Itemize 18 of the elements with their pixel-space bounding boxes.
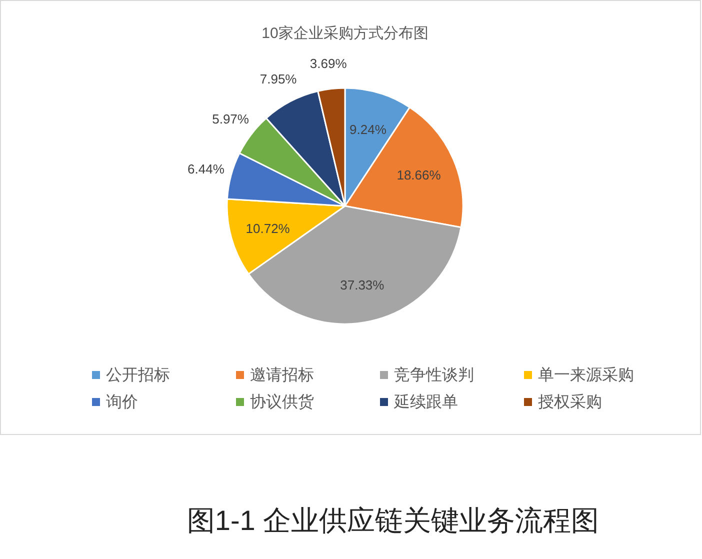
data-label: 10.72% bbox=[246, 220, 290, 236]
data-label: 6.44% bbox=[188, 162, 225, 177]
legend-label: 单一来源采购 bbox=[538, 366, 634, 384]
caption: 图1-1 企业供应链关键业务流程图 bbox=[186, 505, 600, 536]
data-label: 9.24% bbox=[350, 122, 387, 138]
legend-label: 延续跟单 bbox=[393, 393, 458, 411]
chart-title: 10家企业采购方式分布图 bbox=[262, 25, 428, 42]
data-label: 5.97% bbox=[212, 112, 250, 127]
legend-label: 询价 bbox=[106, 394, 138, 411]
data-label: 37.33% bbox=[340, 277, 385, 292]
data-label: 7.95% bbox=[260, 71, 298, 86]
legend-label: 公开招标 bbox=[106, 367, 170, 384]
data-label: 3.69% bbox=[310, 56, 348, 72]
legend-label: 授权采购 bbox=[538, 393, 602, 411]
legend-label: 邀请招标 bbox=[250, 366, 314, 384]
data-label: 18.66% bbox=[396, 167, 442, 182]
legend-label: 协议供货 bbox=[250, 393, 314, 411]
legend-label: 竞争性谈判 bbox=[394, 366, 474, 384]
